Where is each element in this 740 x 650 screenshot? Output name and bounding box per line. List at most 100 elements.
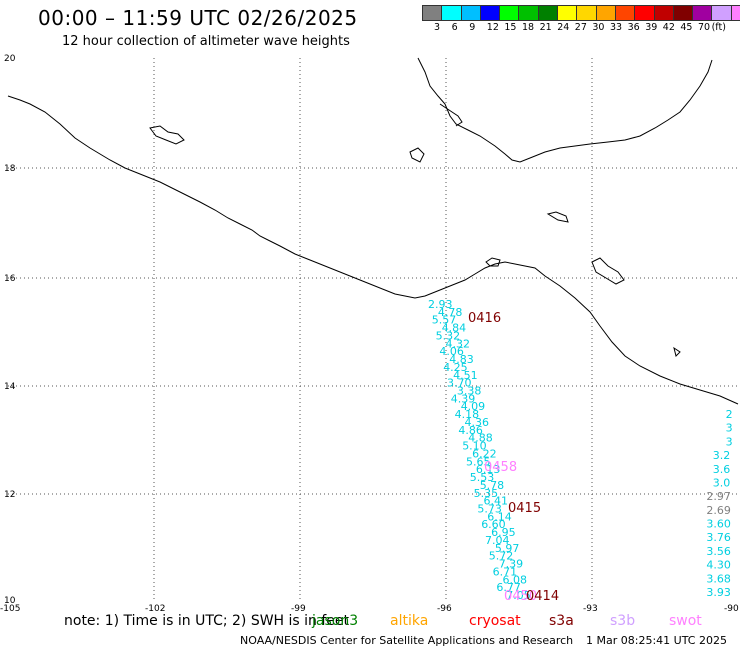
legend-label: 3 <box>434 22 441 33</box>
legend-unit: (ft) <box>711 22 726 33</box>
wave-height-value: 3.38 <box>457 385 482 398</box>
wave-height-value: 4.06 <box>439 345 464 358</box>
wave-height-value: 6.95 <box>491 526 515 539</box>
wave-height-value: 3.56 <box>706 545 731 558</box>
wave-height-value: 7.39 <box>499 558 524 571</box>
wave-height-value: 6.71 <box>493 565 517 578</box>
legend-label: 18 <box>522 22 535 33</box>
color-legend <box>422 5 740 21</box>
legend-label: 6 <box>451 22 458 33</box>
lon-label: -105 <box>0 604 20 614</box>
legend-label: 24 <box>557 22 570 33</box>
lat-label: 14 <box>4 382 16 392</box>
wave-height-value: 5.53 <box>470 471 495 484</box>
map-subtitle: 12 hour collection of altimeter wave hei… <box>62 34 350 49</box>
wave-height-value: 6.77 <box>496 581 521 594</box>
legend-swatch <box>730 5 740 21</box>
legend-label: 9 <box>469 22 476 33</box>
wave-height-value: 6.08 <box>503 573 528 586</box>
wave-height-value: 4.84 <box>442 322 467 335</box>
wave-height-value: 3.76 <box>706 531 731 544</box>
satellite-label-altika: altika <box>390 613 429 629</box>
wave-height-value: 4.78 <box>438 306 463 319</box>
lat-axis-labels: 20 18 16 14 12 10 <box>4 54 16 606</box>
lon-label: -93 <box>583 604 598 614</box>
lat-label: 10 <box>4 596 16 606</box>
wave-height-value: 5.10 <box>462 440 487 453</box>
wave-height-value: 2 <box>726 408 733 421</box>
legend-label: 45 <box>680 22 693 33</box>
wave-height-value: 5.72 <box>489 550 514 563</box>
lon-axis-labels: -105 -102 -99 -96 -93 -90 <box>0 604 739 614</box>
wave-height-value: 7.04 <box>485 534 510 547</box>
lon-label: -96 <box>437 604 452 614</box>
wave-height-value: 3.0 <box>713 477 731 490</box>
satellite-label-cryosat: cryosat <box>469 613 521 629</box>
wave-height-value: 5.73 <box>477 503 502 516</box>
legend-label: 21 <box>539 22 552 33</box>
wave-height-value: 5.35 <box>474 487 499 500</box>
satellite-label-jason3: jason3 <box>312 613 359 629</box>
legend-label: 39 <box>645 22 658 33</box>
lon-label: -102 <box>145 604 165 614</box>
legend-label: 70 <box>698 22 711 33</box>
wave-height-value: 4.51 <box>453 369 478 382</box>
lat-label: 12 <box>4 490 15 500</box>
footer-note: note: 1) Time is in UTC; 2) SWH is in fe… <box>64 613 350 629</box>
map-title: 00:00 – 11:59 UTC 02/26/2025 <box>38 6 358 30</box>
pass-time-label: 0415 <box>508 501 541 516</box>
satellite-label-s3b: s3b <box>610 613 636 629</box>
wave-height-value: 2.69 <box>706 504 731 517</box>
wave-height-value: 7.05 <box>506 589 531 602</box>
wave-height-value: 3.6 <box>713 463 731 476</box>
wave-height-value: 4.18 <box>455 408 480 421</box>
wave-height-value: 4.36 <box>465 416 490 429</box>
wave-height-values-right: 2333.23.63.02.972.693.603.763.564.303.68… <box>706 408 732 599</box>
generated-timestamp: 1 Mar 08:25:41 UTC 2025 <box>586 634 727 647</box>
wave-height-value: 3.2 <box>713 449 731 462</box>
wave-height-value: 5.78 <box>480 479 505 492</box>
wave-height-value: 2.93 <box>428 298 453 311</box>
wave-height-value: 6.60 <box>481 518 506 531</box>
wave-height-value: 3 <box>726 435 733 448</box>
wave-height-value: 4.30 <box>706 559 731 572</box>
legend-label: 15 <box>504 22 517 33</box>
satellite-label-swot: swot <box>669 613 702 629</box>
wave-height-value: 3.60 <box>706 518 731 531</box>
wave-height-value: 2.97 <box>706 490 731 503</box>
lat-label: 20 <box>4 54 16 64</box>
legend-label: 30 <box>592 22 605 33</box>
pass-time-label: 0414 <box>526 589 559 604</box>
lat-label: 18 <box>4 164 16 174</box>
lon-label: -90 <box>724 604 739 614</box>
wave-height-value: 4.39 <box>451 392 476 405</box>
wave-height-value: 4.88 <box>468 432 493 445</box>
coastline <box>7 57 739 405</box>
wave-height-value: 5.57 <box>432 314 457 327</box>
wave-height-value: 6.13 <box>476 463 501 476</box>
wave-height-value: 6.14 <box>487 510 512 523</box>
wave-height-value: 4.83 <box>449 353 474 366</box>
wave-height-value: 4.25 <box>443 361 468 374</box>
lon-label: -99 <box>291 604 306 614</box>
legend-label: 27 <box>574 22 587 33</box>
wave-height-value: 3.93 <box>706 586 731 599</box>
color-legend-labels: 3 6 9 12 15 18 21 24 27 30 33 36 39 42 45 70 (ft) <box>422 22 740 34</box>
wave-height-value: 4.09 <box>461 400 486 413</box>
pass-time-label: 0450 <box>504 589 537 604</box>
wave-height-value: 5.32 <box>436 330 461 343</box>
wave-height-value: 3.70 <box>447 377 472 390</box>
legend-label: 42 <box>662 22 675 33</box>
satellite-label-s3a: s3a <box>549 613 574 629</box>
legend-label: 12 <box>486 22 499 33</box>
wave-height-value: 6.41 <box>484 495 509 508</box>
wave-height-values: 2.934.785.574.845.324.324.064.834.254.51… <box>428 298 531 602</box>
lat-label: 16 <box>4 274 16 284</box>
pass-time-label: 0458 <box>484 460 517 475</box>
wave-height-value: 3.68 <box>706 572 731 585</box>
wave-height-value: 5.97 <box>495 542 520 555</box>
wave-height-value: 4.32 <box>446 337 471 350</box>
credit-text: NOAA/NESDIS Center for Satellite Applica… <box>240 634 574 647</box>
wave-height-value: 3 <box>726 422 733 435</box>
